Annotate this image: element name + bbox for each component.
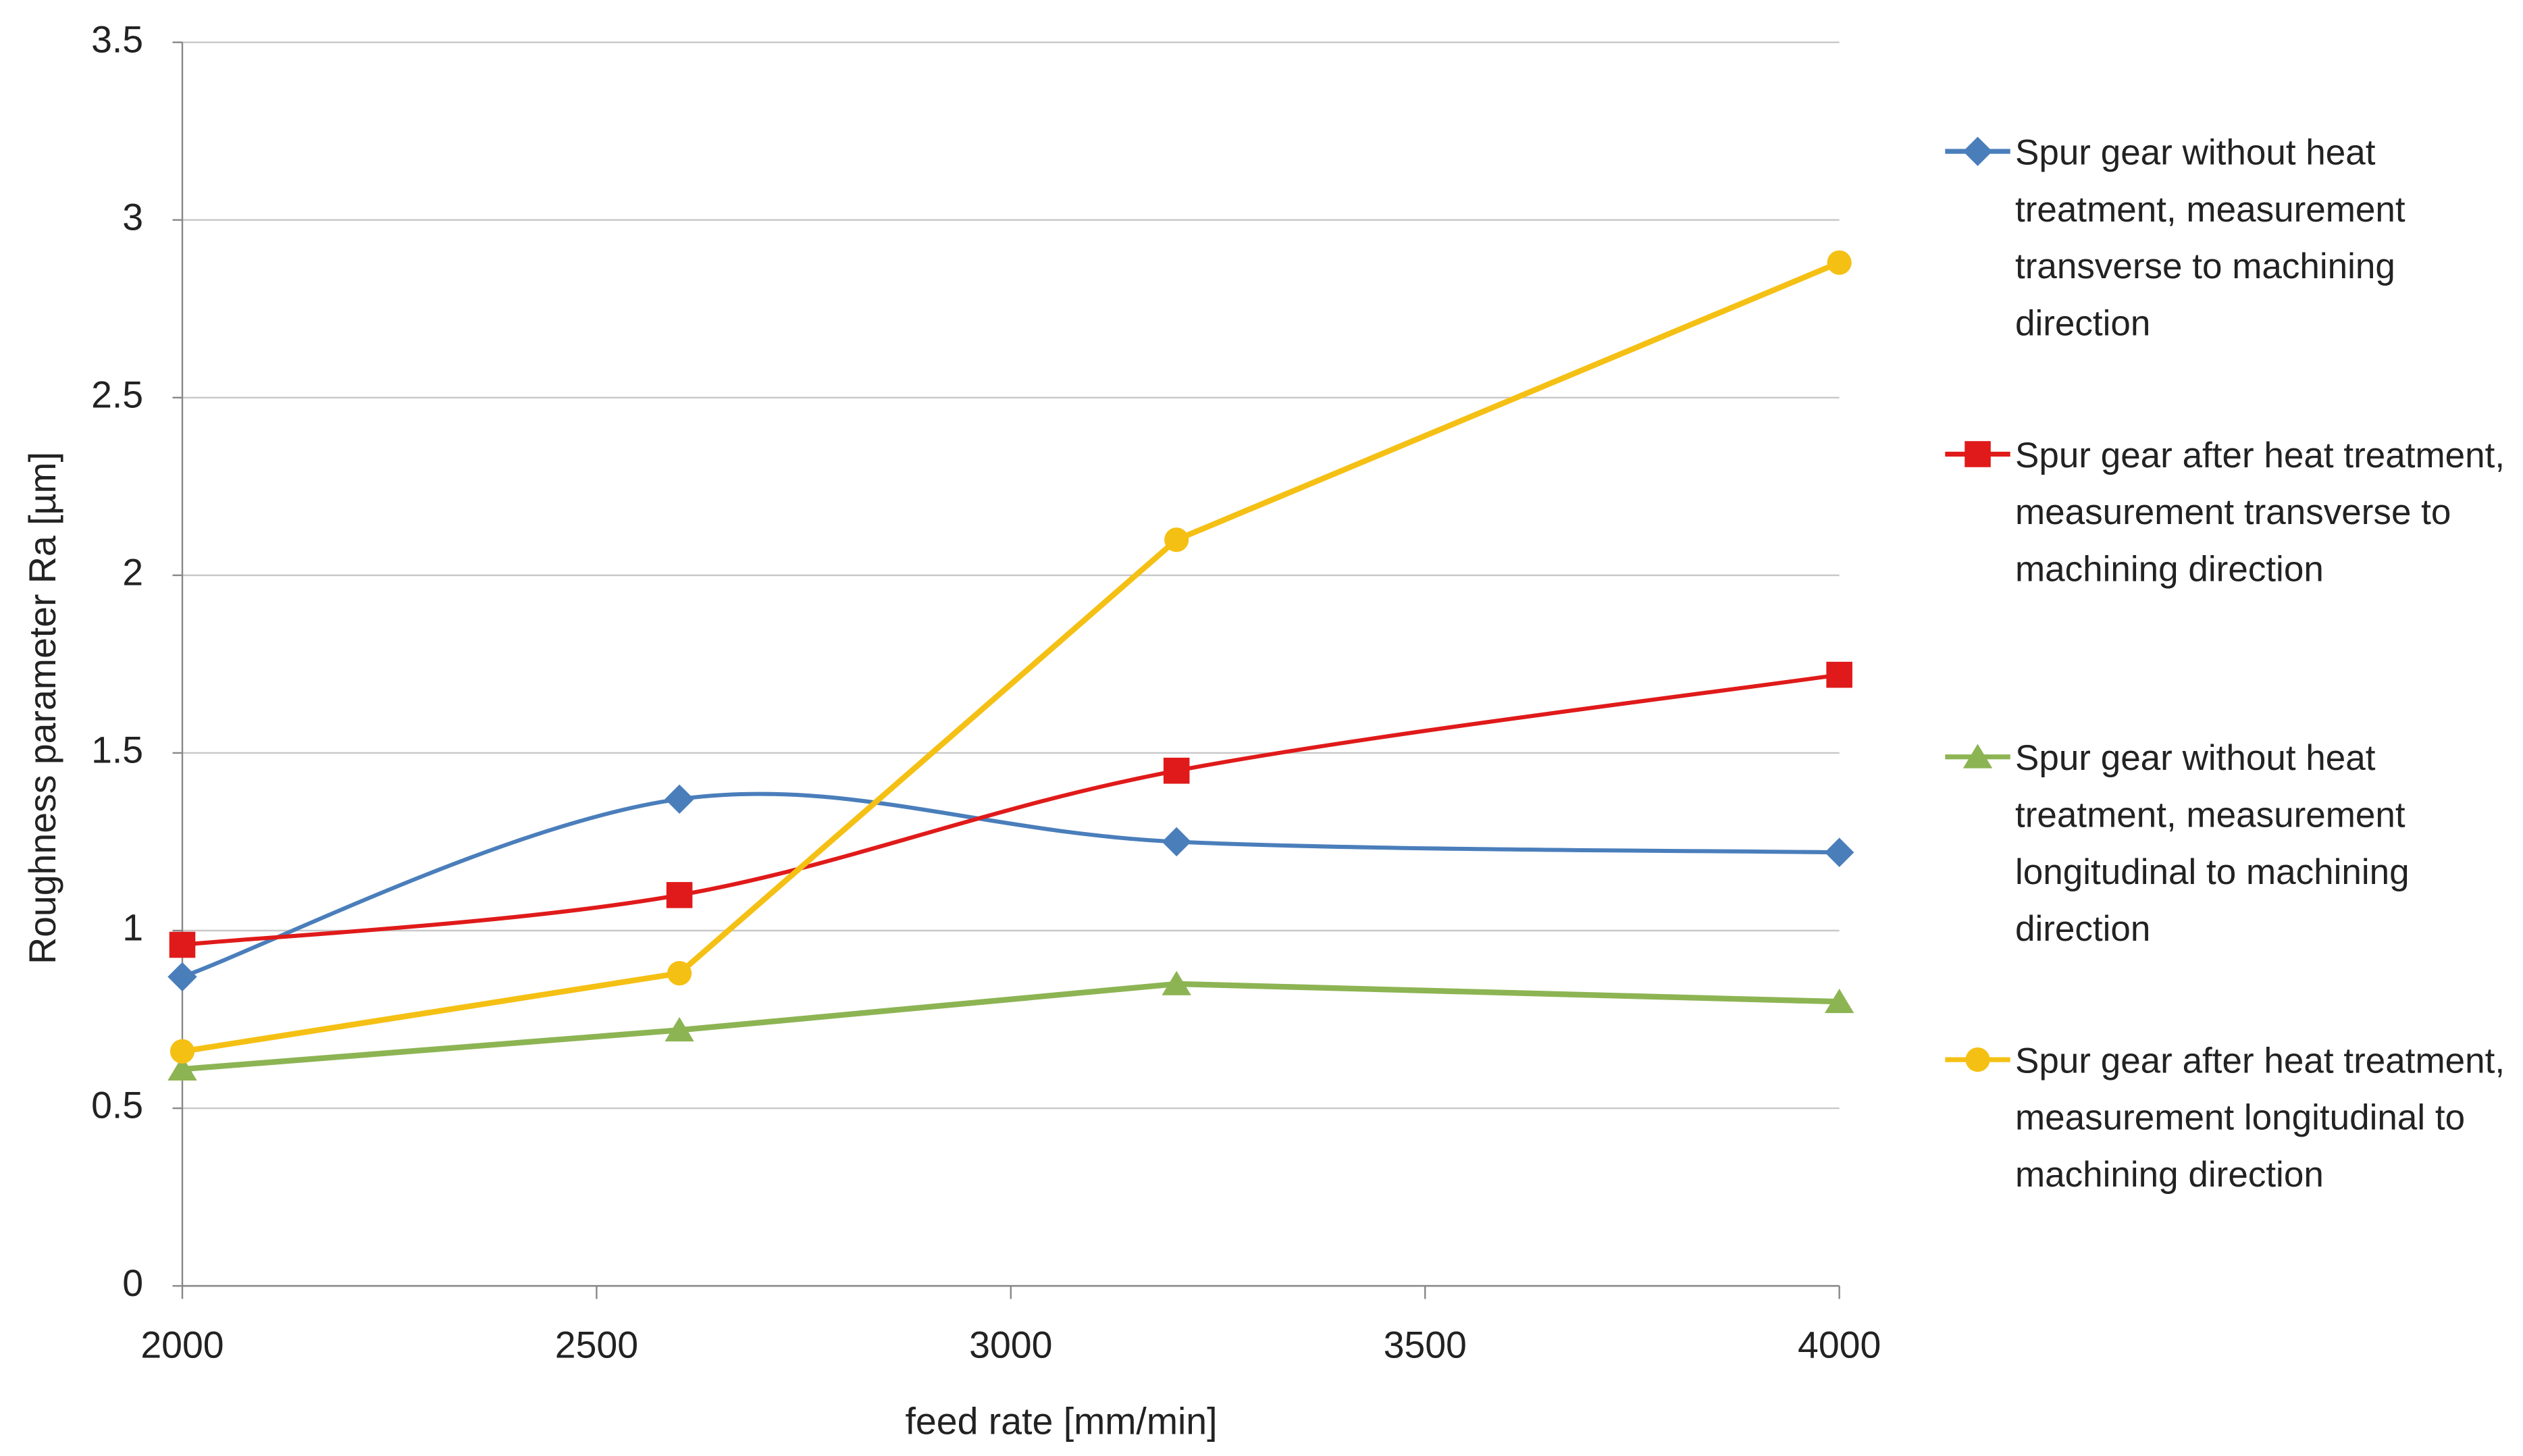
series-line: [182, 673, 1840, 947]
series-line: [181, 791, 1840, 979]
marker: [167, 962, 197, 992]
y-tick-label: 2.5: [91, 373, 143, 415]
marker: [1163, 757, 1190, 784]
marker: [665, 1017, 694, 1042]
legend-marker: [1965, 441, 1991, 467]
marker: [1162, 827, 1191, 857]
legend-label: Spur gear after heat treatment, measurem…: [2014, 434, 2505, 589]
marker: [169, 931, 196, 958]
marker: [170, 1039, 195, 1064]
marker: [1164, 527, 1189, 552]
y-axis-label: Roughness parameter Ra [µm]: [22, 452, 63, 964]
y-tick-label: 3.5: [91, 18, 143, 60]
y-tick-label: 1: [122, 907, 143, 949]
legend-marker: [1962, 744, 1993, 769]
x-axis-label: feed rate [mm/min]: [906, 1401, 1218, 1442]
series-markers: [170, 250, 1852, 1064]
marker: [667, 961, 692, 986]
legend-marker: [1965, 1047, 1990, 1072]
x-tick-label: 2500: [555, 1324, 638, 1366]
series-line: [182, 259, 1841, 1055]
y-tick-label: 2: [122, 552, 143, 594]
legend-entry: Spur gear after heat treatment, measurem…: [2014, 1039, 2505, 1194]
series-markers: [169, 661, 1852, 958]
y-tick-label: 3: [122, 196, 143, 238]
x-tick-label: 2000: [140, 1324, 224, 1366]
legend-label: Spur gear without heat treatment, measur…: [2014, 736, 2410, 948]
legend-marker: [1962, 136, 1993, 166]
legend-entry: Spur gear without heat treatment, measur…: [2014, 131, 2405, 343]
x-tick-label: 4000: [1798, 1324, 1881, 1366]
x-tick-label: 3000: [969, 1324, 1052, 1366]
series-markers: [167, 970, 1854, 1081]
y-tick-label: 0: [122, 1262, 143, 1304]
marker: [1827, 250, 1852, 275]
marker: [1826, 661, 1852, 688]
legend-label: Spur gear without heat treatment, measur…: [2014, 131, 2405, 343]
marker: [1824, 988, 1854, 1014]
y-tick-label: 1.5: [91, 729, 143, 771]
marker: [167, 1056, 197, 1081]
legend-label: Spur gear after heat treatment, measurem…: [2014, 1039, 2505, 1194]
marker: [1824, 837, 1854, 867]
marker: [666, 882, 693, 908]
series-markers: [167, 784, 1854, 992]
y-tick-label: 0.5: [91, 1085, 143, 1126]
legend-entry: Spur gear after heat treatment, measurem…: [2014, 434, 2505, 589]
marker: [665, 784, 694, 814]
legend-entry: Spur gear without heat treatment, measur…: [2014, 736, 2410, 948]
x-tick-label: 3500: [1384, 1324, 1467, 1366]
marker: [1162, 970, 1191, 995]
series-line: [182, 981, 1840, 1072]
